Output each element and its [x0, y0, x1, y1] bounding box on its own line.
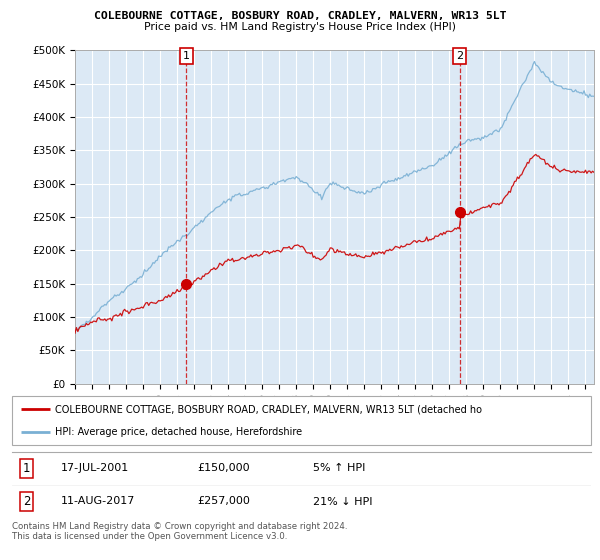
Text: Contains HM Land Registry data © Crown copyright and database right 2024.
This d: Contains HM Land Registry data © Crown c… [12, 522, 347, 542]
Text: 1: 1 [23, 462, 30, 475]
Text: 21% ↓ HPI: 21% ↓ HPI [313, 497, 373, 506]
Text: COLEBOURNE COTTAGE, BOSBURY ROAD, CRADLEY, MALVERN, WR13 5LT (detached ho: COLEBOURNE COTTAGE, BOSBURY ROAD, CRADLE… [55, 404, 482, 414]
Text: 2: 2 [23, 495, 30, 508]
Text: 17-JUL-2001: 17-JUL-2001 [61, 464, 130, 473]
Text: 11-AUG-2017: 11-AUG-2017 [61, 497, 136, 506]
Text: 5% ↑ HPI: 5% ↑ HPI [313, 464, 365, 473]
Text: £150,000: £150,000 [197, 464, 250, 473]
Text: COLEBOURNE COTTAGE, BOSBURY ROAD, CRADLEY, MALVERN, WR13 5LT: COLEBOURNE COTTAGE, BOSBURY ROAD, CRADLE… [94, 11, 506, 21]
Text: 1: 1 [183, 51, 190, 60]
Text: Price paid vs. HM Land Registry's House Price Index (HPI): Price paid vs. HM Land Registry's House … [144, 22, 456, 32]
Text: HPI: Average price, detached house, Herefordshire: HPI: Average price, detached house, Here… [55, 427, 302, 437]
Text: £257,000: £257,000 [197, 497, 250, 506]
FancyBboxPatch shape [12, 396, 591, 445]
Text: 2: 2 [456, 51, 463, 60]
